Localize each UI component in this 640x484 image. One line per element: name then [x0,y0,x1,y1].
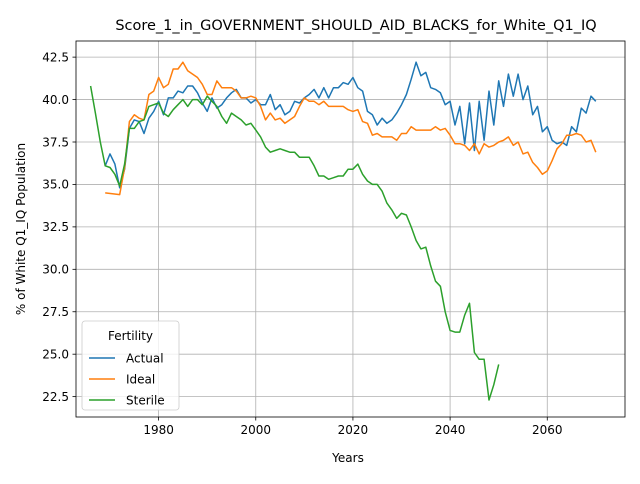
y-tick-label: 30.0 [42,263,69,277]
y-tick-label: 37.5 [42,135,69,149]
x-tick-label: 2040 [435,423,466,437]
chart-title: Score_1_in_GOVERNMENT_SHOULD_AID_BLACKS_… [115,18,596,34]
legend-label-actual: Actual [126,351,164,365]
legend-box [81,320,180,411]
series-line-sterile [89,85,500,401]
x-axis: 1980 2000 2020 2040 2060 [143,417,563,437]
series-line-actual [104,61,597,189]
y-tick-label: 25.0 [42,347,69,361]
series-line-ideal [105,61,597,196]
grid-lines [76,41,625,417]
legend-title: Fertility [108,329,153,343]
legend-label-sterile: Sterile [126,393,165,407]
plot-frame [75,40,626,418]
y-tick-label: 27.5 [42,305,69,319]
x-tick-label: 1980 [143,423,174,437]
x-axis-label: Years [331,451,364,465]
series-layer [89,61,597,401]
y-tick-label: 35.0 [42,178,69,192]
y-tick-label: 22.5 [42,390,69,404]
y-axis: 22.5 25.0 27.5 30.0 32.5 35.0 37.5 40.0 42.5 [42,50,76,404]
legend: Fertility Actual Ideal Sterile [81,320,180,411]
y-tick-label: 42.5 [42,50,69,64]
legend-label-ideal: Ideal [126,372,155,386]
x-tick-label: 2000 [240,423,271,437]
x-tick-label: 2060 [532,423,563,437]
y-axis-label: % of White Q1_IQ Population [14,143,28,315]
y-tick-label: 32.5 [42,220,69,234]
y-tick-label: 40.0 [42,93,69,107]
x-tick-label: 2020 [338,423,369,437]
